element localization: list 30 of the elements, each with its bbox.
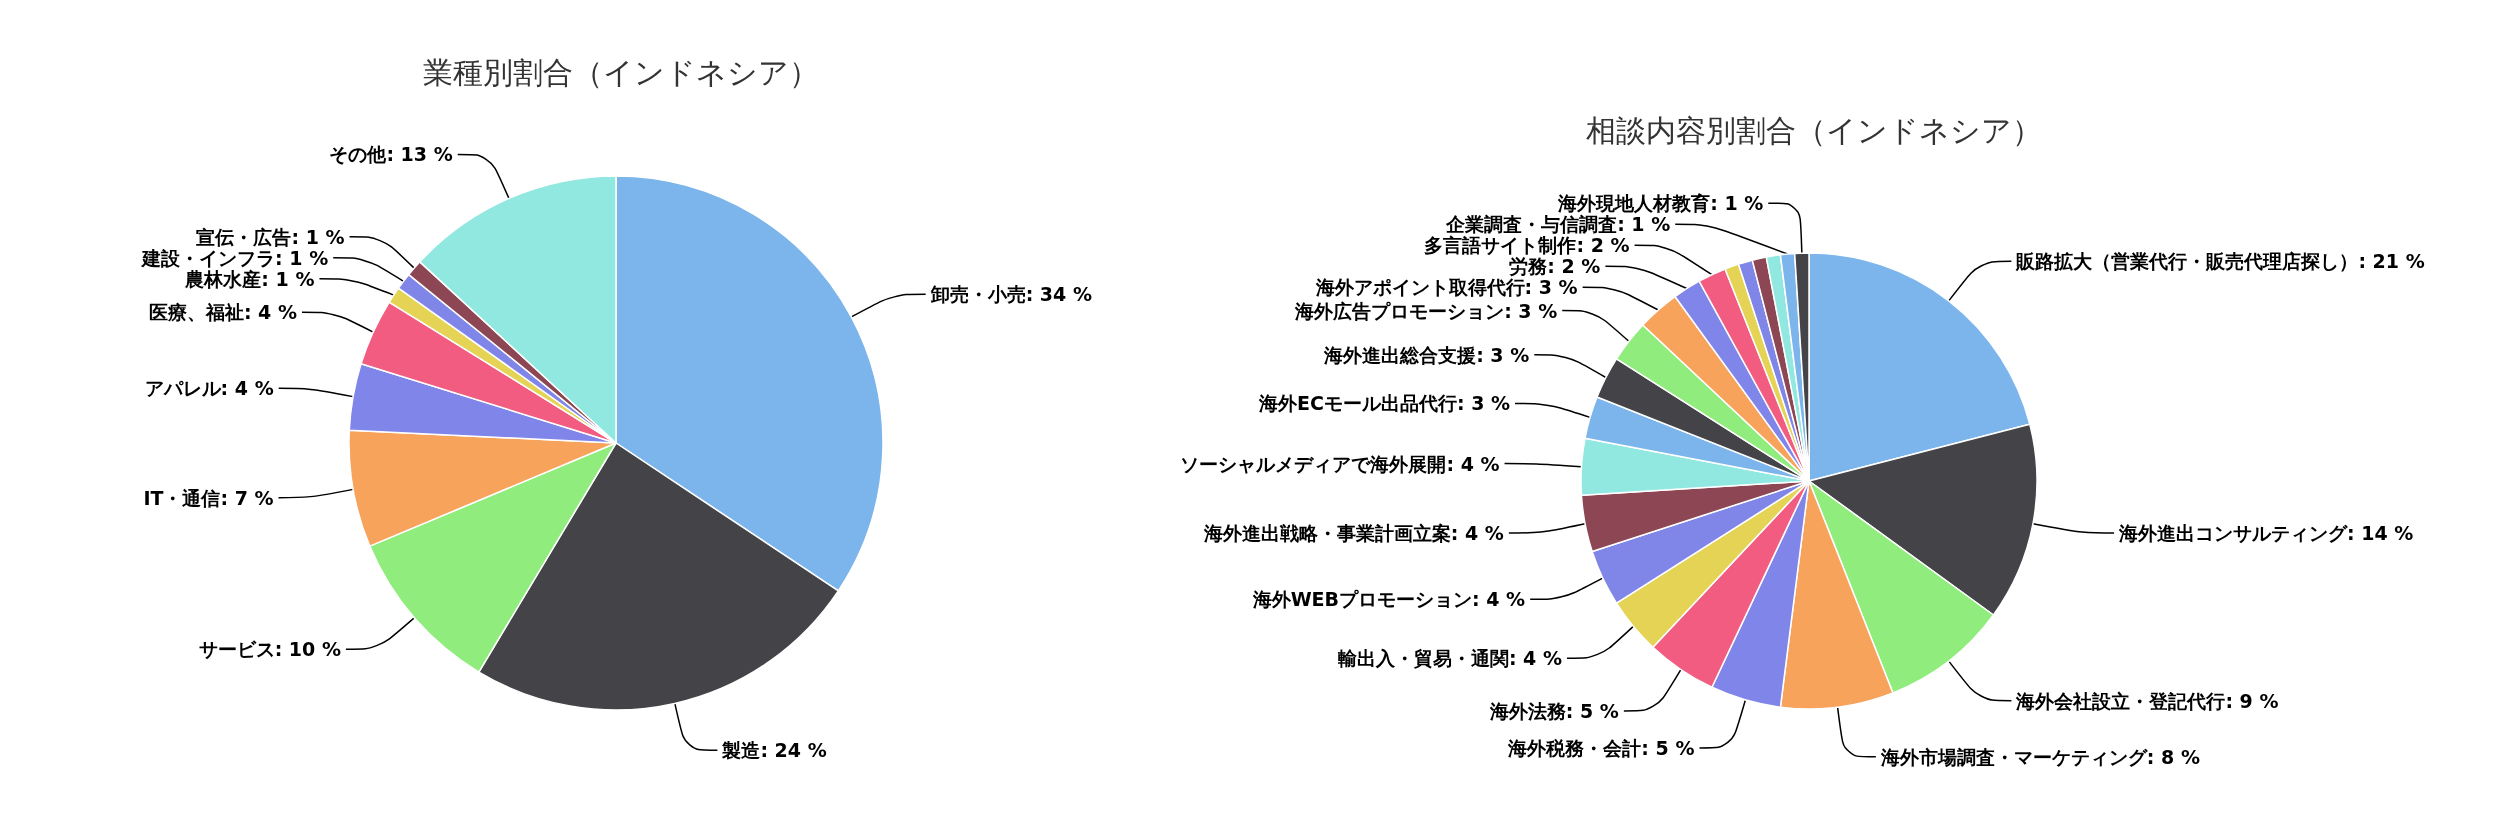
slice-label: 海外進出戦略・事業計画立案: 4 % [1202, 522, 1504, 545]
slice-label: 多言語サイト制作: 2 % [1424, 234, 1630, 257]
slice-label: 海外会社設立・登記代行: 9 % [2015, 689, 2279, 712]
slice-label: 海外ECモール出品代行: 3 % [1258, 392, 1511, 415]
slice-label: 海外WEBプロモーション: 4 % [1251, 588, 1526, 611]
slice-label: 卸売・小売: 34 % [929, 283, 1092, 306]
slice-label: IT・通信: 7 % [143, 486, 274, 509]
slice-label: 販路拡大（営業代行・販売代理店探し）: 21 % [2015, 250, 2425, 273]
slice-label: 医療、福祉: 4 % [148, 301, 297, 324]
chart-title: 相談内容別割合（インドネシア） [1586, 112, 2042, 148]
slice-label: 海外法務: 5 % [1488, 699, 1619, 722]
slice-label: 宣伝・広告: 1 % [196, 225, 345, 248]
slice-label: 海外進出コンサルティング: 14 % [2118, 522, 2414, 545]
slice-label: 海外税務・会計: 5 % [1507, 736, 1695, 759]
slice-label: 海外進出総合支援: 3 % [1323, 343, 1530, 366]
slice-label: 農林水産: 1 % [184, 267, 315, 290]
slice-label: その他: 13 % [329, 143, 453, 166]
slice-label: 製造: 24 % [721, 739, 827, 762]
slice-label: サービス: 10 % [198, 638, 341, 661]
slice-label: 企業調査・与信調査: 1 % [1445, 213, 1671, 236]
slice-label: 輸出入・貿易・通関: 4 % [1336, 647, 1562, 670]
slice-label: 海外市場調査・マーケティング: 8 % [1879, 745, 2200, 768]
slice-label: 建設・インフラ: 1 % [140, 246, 329, 269]
chart-title: 業種別割合（インドネシア） [423, 54, 819, 90]
slice-label: 海外現地人材教育: 1 % [1557, 192, 1764, 215]
slice-label: 労務: 2 % [1509, 255, 1601, 278]
slice-label: 海外アポイント取得代行: 3 % [1314, 276, 1578, 299]
slice-label: ソーシャルメディアで海外展開: 4 % [1180, 452, 1500, 475]
slice-label: 海外広告プロモーション: 3 % [1294, 299, 1558, 322]
slice-label: アパレル: 4 % [144, 377, 274, 400]
